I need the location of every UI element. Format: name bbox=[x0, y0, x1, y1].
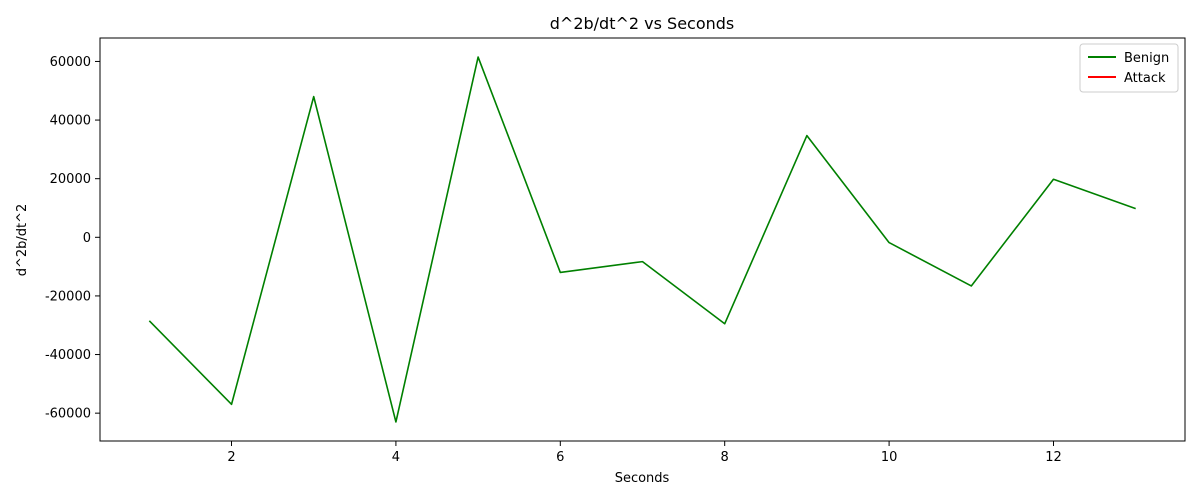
y-tick-label: 20000 bbox=[50, 172, 91, 187]
y-tick-label: -40000 bbox=[45, 348, 91, 363]
chart-title: d^2b/dt^2 vs Seconds bbox=[550, 14, 735, 33]
y-axis-label: d^2b/dt^2 bbox=[15, 204, 30, 277]
y-tick-label: -60000 bbox=[45, 407, 91, 422]
x-axis-ticks: 2 4 6 8 10 12 bbox=[227, 441, 1062, 465]
x-axis-label: Seconds bbox=[615, 471, 670, 486]
x-tick-label: 4 bbox=[392, 450, 400, 465]
legend-label-attack: Attack bbox=[1124, 71, 1166, 86]
series-lines bbox=[148, 56, 1136, 423]
y-tick-label: 0 bbox=[83, 231, 91, 246]
x-tick-label: 12 bbox=[1045, 450, 1062, 465]
y-tick-label: -20000 bbox=[45, 289, 91, 304]
x-tick-label: 6 bbox=[556, 450, 564, 465]
legend-label-benign: Benign bbox=[1124, 51, 1169, 66]
x-tick-label: 8 bbox=[721, 450, 729, 465]
x-tick-label: 10 bbox=[881, 450, 898, 465]
series-line-benign bbox=[148, 56, 1136, 423]
x-tick-label: 2 bbox=[227, 450, 235, 465]
legend: Benign Attack bbox=[1079, 43, 1179, 93]
plot-area-frame bbox=[99, 37, 1186, 442]
y-axis-ticks: -60000 -40000 -20000 0 20000 40000 60000 bbox=[45, 55, 100, 422]
y-tick-label: 60000 bbox=[50, 55, 91, 70]
y-tick-label: 40000 bbox=[50, 114, 91, 129]
